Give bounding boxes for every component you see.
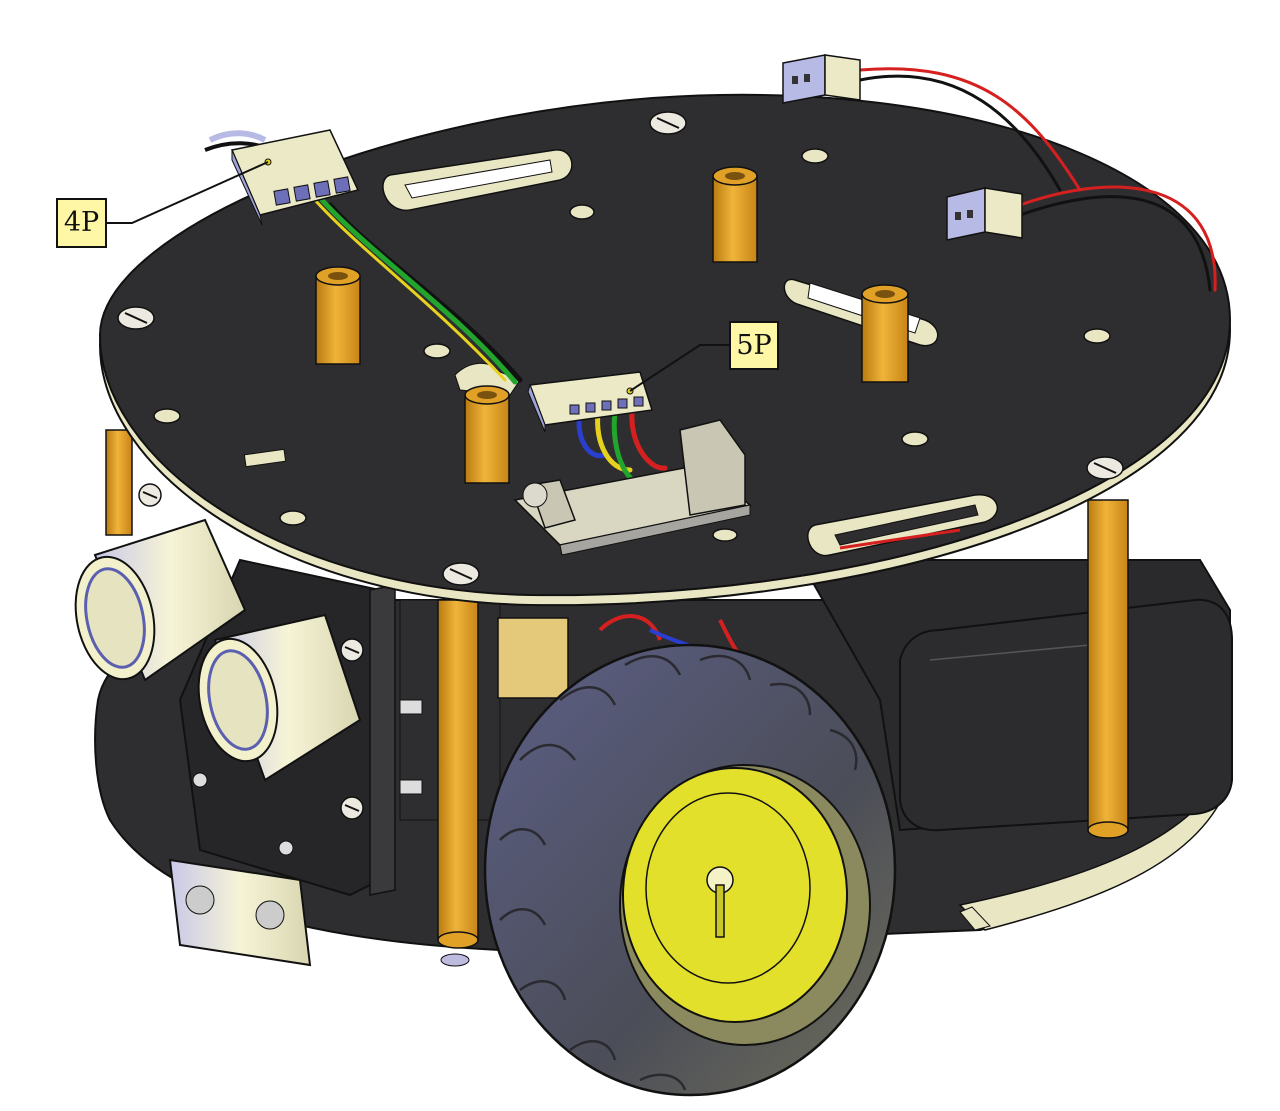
lower-plate-screws [192, 772, 470, 967]
line-sensor-module [513, 419, 752, 556]
upper-plate-screws [117, 111, 1124, 586]
power-connector-b [946, 187, 1023, 241]
leader-lines [107, 161, 729, 392]
callout-5p-label: 5P [729, 321, 779, 370]
connector-4p [204, 129, 360, 226]
bracket-screws [138, 483, 364, 820]
top-standoff-4 [464, 385, 510, 484]
top-standoff-3 [861, 284, 909, 383]
ultrasonic-sensor [74, 518, 362, 967]
standoff-front [437, 599, 479, 949]
top-standoff-2 [315, 266, 361, 365]
power-connector-a [782, 54, 861, 104]
wheel [483, 643, 897, 1097]
top-standoff-1 [712, 166, 758, 263]
callout-4p-label: 4P [56, 198, 107, 248]
standoff-rear-left [105, 429, 133, 536]
standoff-rear-right [1087, 499, 1129, 839]
upper-plate-holes [153, 148, 1111, 542]
